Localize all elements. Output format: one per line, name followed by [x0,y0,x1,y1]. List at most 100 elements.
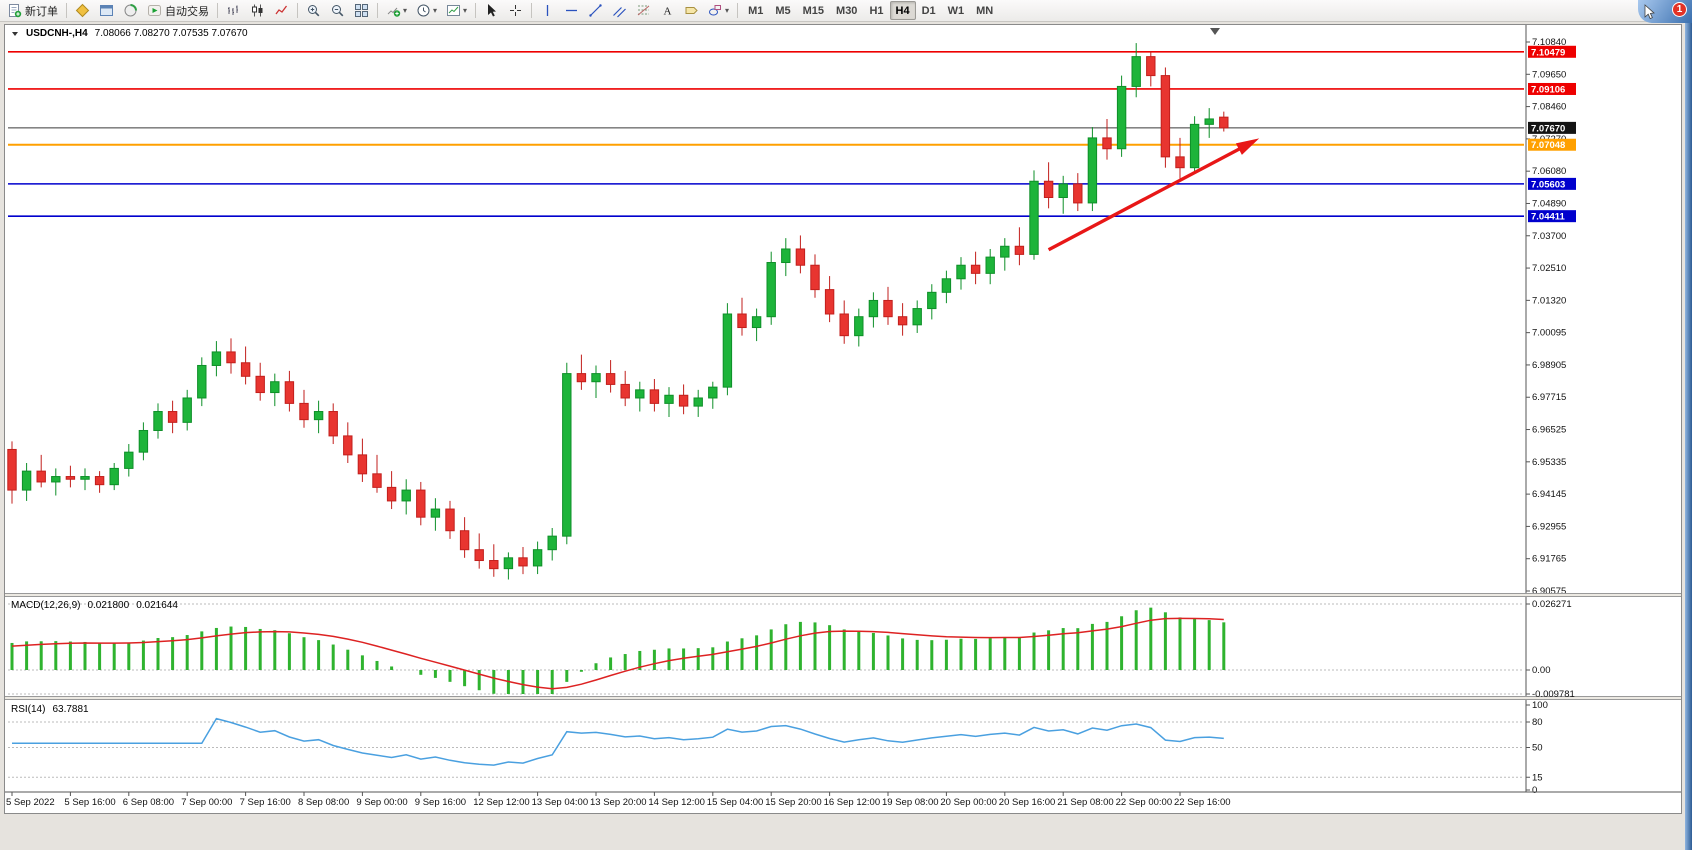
trendline-button[interactable] [584,1,607,20]
trend-arrow[interactable] [1047,138,1260,252]
zoom-out-icon [332,5,344,17]
price-scale-label: 6.95335 [1532,457,1566,468]
autotrading-icon [148,5,161,16]
toolbar-separator [475,3,477,18]
candle [620,370,630,407]
candle [94,471,105,493]
time-axis-label: 8 Sep 08:00 [298,797,349,808]
candle [313,400,324,434]
autotrading-button[interactable]: 自动交易 [143,1,213,20]
new-order-button[interactable]: 新订单 [3,1,62,20]
crosshair-button[interactable] [504,1,527,20]
current-price-line-tag-label: 7.07670 [1531,123,1565,134]
candle [576,354,587,390]
support-line-lower-tag [1528,210,1576,223]
candle [36,454,46,488]
candle [1029,170,1039,260]
timeframe-m5[interactable]: M5 [769,1,796,20]
candle [1014,227,1025,266]
candle [678,384,689,415]
candle [1189,116,1200,174]
price-scale-label: 7.09650 [1532,69,1566,80]
horizontal-line-button[interactable] [560,1,583,20]
periods-clock-icon [417,4,430,17]
notification-badge[interactable]: 1 [1672,2,1687,17]
candle [1219,111,1229,132]
line-chart-button[interactable] [270,1,293,20]
candle [751,308,762,342]
candle [824,276,835,323]
candle [781,238,791,277]
candle [357,438,368,482]
time-axis-label: 9 Sep 00:00 [356,797,407,808]
cursor-icon [488,4,497,17]
terminal-button[interactable] [95,1,118,20]
candle [737,297,747,336]
time-axis-label: 16 Sep 12:00 [824,797,881,808]
candle [591,365,601,398]
equidistant-channel-button[interactable] [608,1,631,20]
label-button[interactable] [680,1,703,20]
candle [708,381,718,409]
time-axis-label: 20 Sep 00:00 [940,797,997,808]
metaeditor-button[interactable] [71,1,94,20]
candle [1087,127,1098,212]
indicators-icon [387,7,401,17]
label-icon [685,7,698,14]
candle [956,257,966,290]
candle [459,517,470,558]
candle [927,284,937,320]
rsi-scale-label: 80 [1532,717,1543,728]
trendline-icon [589,4,602,17]
timeframe-m15[interactable]: M15 [797,1,830,20]
candle [1000,238,1010,271]
candle [795,235,806,274]
candlestick-chart-button[interactable] [246,1,269,20]
shapes-button[interactable]: ▾ [704,1,733,20]
text-button[interactable]: A [656,1,679,20]
fibonacci-button[interactable] [632,1,655,20]
support-line-lower-tag-label: 7.04411 [1531,212,1566,223]
periods-button[interactable]: ▾ [412,1,441,20]
candle [182,389,192,431]
time-axis-label: 7 Sep 00:00 [181,797,232,808]
cursor-button[interactable] [480,1,503,20]
timeframe-w1[interactable]: W1 [942,1,971,20]
bar-chart-button[interactable] [222,1,245,20]
metaeditor-icon [75,3,90,18]
price-scale-label: 6.97715 [1532,392,1566,403]
candle [284,370,295,412]
chart-canvas[interactable]: 7.108407.096507.084607.072707.060807.048… [4,24,1682,814]
candle [562,362,572,545]
templates-button[interactable]: ▾ [442,1,471,20]
rsi-scale-label: 15 [1532,772,1543,783]
fibonacci-icon [637,5,650,16]
strategy-tester-button[interactable] [119,1,142,20]
time-axis-label: 6 Sep 08:00 [123,797,174,808]
zoom-out-button[interactable] [326,1,349,20]
equidistant-channel-icon [613,7,626,18]
chart-shift-marker[interactable] [1210,28,1220,35]
macd-scale-label: 0.00 [1532,665,1551,676]
candle [1043,162,1054,209]
candle [722,303,733,396]
toolbar-separator [531,3,533,18]
terminal-icon [100,5,113,16]
price-scale-label: 7.06080 [1532,166,1566,177]
timeframe-mn[interactable]: MN [970,1,999,20]
mouse-cursor-icon [1644,3,1655,19]
vertical-line-button[interactable] [536,1,559,20]
tile-windows-button[interactable] [350,1,373,20]
timeframe-m30[interactable]: M30 [830,1,863,20]
zoom-in-button[interactable] [302,1,325,20]
time-axis-label: 22 Sep 00:00 [1116,797,1173,808]
candle [124,444,134,477]
candle [386,471,397,510]
timeframe-m1[interactable]: M1 [742,1,769,20]
resistance-line-upper-tag [1528,45,1576,58]
candle [489,544,499,577]
timeframe-d1[interactable]: D1 [916,1,942,20]
timeframe-h4[interactable]: H4 [889,1,916,20]
timeframe-h1[interactable]: H1 [863,1,889,20]
indicators-button[interactable]: ▾ [382,1,411,20]
